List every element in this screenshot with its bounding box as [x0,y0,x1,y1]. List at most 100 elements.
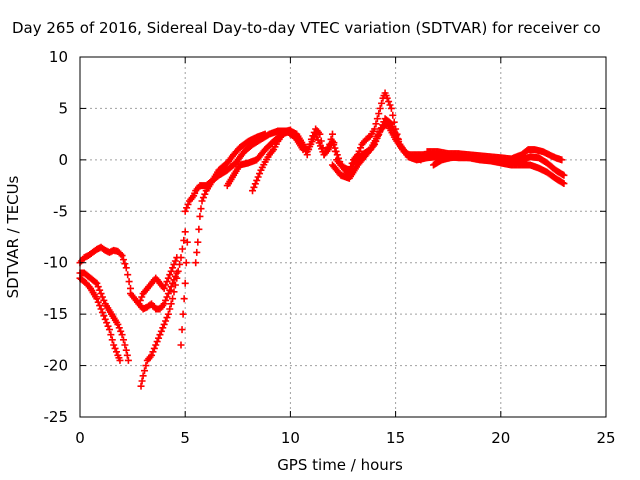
data-point [184,200,192,208]
data-point [180,236,188,244]
x-axis-label: GPS time / hours [277,456,403,474]
data-point [369,142,377,150]
y-tick-label: -20 [44,357,69,375]
data-point [124,271,132,279]
data-point [174,267,182,275]
data-point [182,259,190,267]
y-tick-label: 0 [58,151,68,169]
data-point [336,158,344,166]
data-point [378,99,386,107]
data-point [103,319,111,327]
data-point [383,94,391,102]
x-tick-label: 10 [281,429,300,447]
data-point [96,302,104,310]
data-point [171,257,179,265]
data-point [141,367,149,375]
y-tick-label: 5 [58,99,68,117]
data-point [97,290,105,298]
data-point [192,259,200,267]
data-point [195,225,203,233]
data-point [97,305,105,313]
x-tick-label: 5 [180,429,190,447]
x-tick-label: 25 [596,429,615,447]
data-point [558,156,566,164]
data-point [160,284,168,292]
data-point [166,271,174,279]
data-point [94,283,102,291]
data-point [155,334,163,342]
data-point [163,293,171,301]
data-point [150,344,158,352]
data-point [114,320,122,328]
y-tick-label: -5 [53,202,68,220]
y-tick-labels: -25 -20 -15 -10 -5 0 5 10 [44,48,69,426]
data-point [123,351,131,359]
data-point [98,308,106,316]
data-point [92,278,100,286]
data-point [198,197,206,205]
data-point [201,190,209,198]
data-point [183,238,191,246]
y-axis-label: SDTVAR / TECUs [4,175,22,298]
data-point [122,264,130,272]
data-point [180,295,188,303]
data-point [111,344,119,352]
data-point [171,281,179,289]
data-point [159,324,167,332]
data-point [164,274,172,282]
data-point [121,341,129,349]
data-point [148,351,156,359]
data-point [169,264,177,272]
data-point [177,341,185,349]
data-point [177,254,185,262]
data-point [170,288,178,296]
data-point [196,212,204,220]
data-point [100,312,108,320]
data-point [328,137,336,145]
data-point [164,290,172,298]
data-point [138,377,146,385]
data-point [334,154,342,162]
chart-title: Day 265 of 2016, Sidereal Day-to-day VTE… [12,19,601,37]
x-tick-label: 0 [75,429,85,447]
data-point [162,281,170,289]
data-point [98,293,106,301]
data-point [178,245,186,253]
data-point [166,305,174,313]
data-point [176,260,184,268]
data-point [181,228,189,236]
data-point [261,130,269,138]
data-point [122,346,130,354]
y-tick-label: 10 [49,48,68,66]
data-point [119,336,127,344]
plot-frame [79,56,607,418]
data-point [107,331,115,339]
data-point [100,296,108,304]
data-point [94,298,102,306]
data-point [160,320,168,328]
data-point [385,98,393,106]
y-tick-label: -25 [44,408,69,426]
data-point [110,341,118,349]
data-points [76,89,568,390]
data-point [160,300,168,308]
data-point [181,207,189,215]
data-point [93,295,101,303]
data-point [560,180,568,188]
data-point [108,336,116,344]
data-point [372,120,380,128]
data-point [373,115,381,123]
axis-ticks [79,56,607,418]
x-tick-labels: 0 5 10 15 20 25 [75,429,615,447]
data-point [179,310,187,318]
data-point [149,348,157,356]
data-point [183,204,191,212]
data-point [173,274,181,282]
y-tick-label: -10 [44,254,69,272]
data-point [163,314,171,322]
data-point [250,183,258,191]
data-point [251,180,259,188]
data-point [162,296,170,304]
data-point [194,238,202,246]
